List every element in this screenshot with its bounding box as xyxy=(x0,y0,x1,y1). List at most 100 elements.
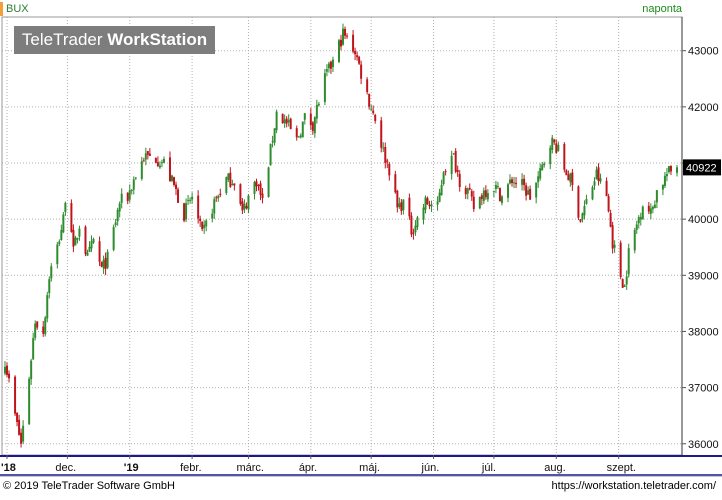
candle-down xyxy=(229,172,232,187)
candle-down xyxy=(261,193,264,199)
candle-up xyxy=(593,181,596,186)
candle-down xyxy=(511,179,514,184)
candle-down xyxy=(480,195,483,200)
y-tick-label: 39000 xyxy=(688,270,719,282)
candle-up xyxy=(86,252,89,256)
candle-up xyxy=(28,378,31,425)
candle-down xyxy=(472,196,475,210)
candle-up xyxy=(106,251,109,268)
candle-down xyxy=(444,171,447,173)
candle-down xyxy=(380,120,383,148)
x-tick-label: szept. xyxy=(607,462,636,474)
candle-down xyxy=(470,191,473,197)
candle-up xyxy=(402,199,405,211)
candle-down xyxy=(18,419,21,435)
candle-down xyxy=(555,143,558,153)
last-value-label: 40922 xyxy=(686,162,717,174)
candle-up xyxy=(315,105,318,119)
y-tick-label: 43000 xyxy=(688,46,719,58)
period-label: naponta xyxy=(642,3,682,15)
candle-up xyxy=(118,203,121,212)
candle-up xyxy=(128,190,131,200)
candle-down xyxy=(360,64,363,79)
candle-up xyxy=(535,182,538,198)
candle-up xyxy=(299,135,302,138)
candle-down xyxy=(565,170,568,176)
candle-up xyxy=(430,204,433,207)
candle-up xyxy=(227,173,230,180)
candle-up xyxy=(581,213,584,220)
candle-down xyxy=(70,203,73,232)
candle-down xyxy=(156,162,159,166)
candle-down xyxy=(468,187,471,190)
candle-up xyxy=(283,119,286,124)
candle-up xyxy=(494,185,497,189)
candle-up xyxy=(217,195,220,199)
candle-up xyxy=(297,136,300,138)
candle-down xyxy=(374,114,377,121)
candle-down xyxy=(579,219,582,222)
candle-down xyxy=(148,153,151,156)
candle-down xyxy=(233,183,236,186)
candle-up xyxy=(595,169,598,180)
candle-up xyxy=(114,222,117,226)
candle-down xyxy=(412,232,415,234)
candle-up xyxy=(639,216,642,220)
candle-down xyxy=(458,173,461,188)
candle-down xyxy=(255,181,258,187)
y-tick-label: 37000 xyxy=(688,383,719,395)
candle-down xyxy=(408,197,411,217)
candle-up xyxy=(50,266,53,279)
x-tick-label: júl. xyxy=(481,462,496,474)
candle-up xyxy=(569,173,572,183)
candle-up xyxy=(162,158,165,163)
candle-up xyxy=(102,259,105,269)
watermark-logo: TeleTrader WorkStation xyxy=(14,26,215,54)
candle-up xyxy=(665,173,668,177)
candle-down xyxy=(563,143,566,170)
candle-up xyxy=(492,190,495,192)
candle-up xyxy=(416,217,419,228)
candle-up xyxy=(158,165,161,168)
candle-up xyxy=(635,224,638,230)
candle-up xyxy=(275,111,278,131)
candle-up xyxy=(203,224,206,229)
plot-frame xyxy=(1,16,683,456)
candle-down xyxy=(259,183,262,195)
candle-down xyxy=(372,110,375,114)
candle-up xyxy=(271,141,274,143)
candle-down xyxy=(400,202,403,212)
candle-up xyxy=(661,184,664,190)
candle-down xyxy=(84,226,87,254)
candle-up xyxy=(140,161,143,179)
candle-up xyxy=(653,204,656,208)
candle-up xyxy=(56,244,59,265)
candle-up xyxy=(64,202,67,212)
candle-down xyxy=(104,257,107,269)
candle-up xyxy=(557,144,560,151)
candle-down xyxy=(257,184,260,186)
candle-down xyxy=(386,160,389,162)
candle-down xyxy=(72,229,75,247)
candle-up xyxy=(521,179,524,185)
candle-up xyxy=(436,201,439,205)
candle-up xyxy=(34,323,37,338)
candle-down xyxy=(368,93,371,107)
candle-down xyxy=(553,139,556,143)
candle-down xyxy=(14,376,17,414)
candle-up xyxy=(625,276,628,285)
candle-down xyxy=(245,206,248,209)
copyright-text: © 2019 TeleTrader Software GmbH xyxy=(3,480,175,492)
candle-up xyxy=(160,162,163,164)
candle-down xyxy=(354,51,357,55)
candle-down xyxy=(36,321,39,328)
website-link[interactable]: https://workstation.teletrader.com/ xyxy=(551,480,716,492)
candle-up xyxy=(22,425,25,442)
candle-down xyxy=(619,242,622,277)
candle-up xyxy=(327,63,330,69)
candle-down xyxy=(621,279,624,288)
candle-up xyxy=(541,164,544,171)
candle-up xyxy=(191,196,194,200)
candle-up xyxy=(144,153,147,160)
